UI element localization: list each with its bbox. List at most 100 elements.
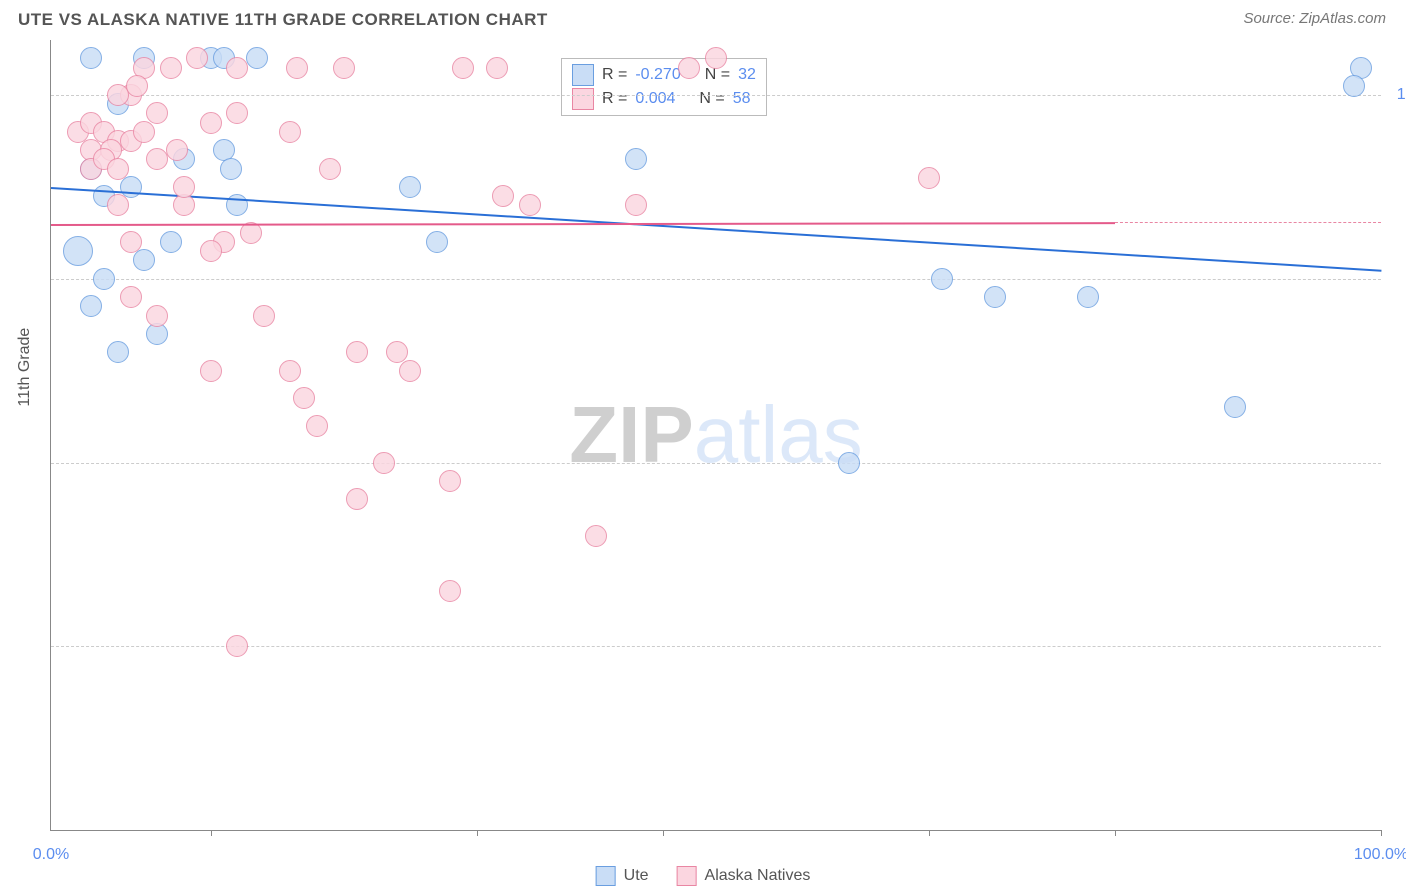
data-point: [200, 112, 222, 134]
data-point: [133, 121, 155, 143]
data-point: [984, 286, 1006, 308]
data-point: [293, 387, 315, 409]
legend-swatch: [596, 866, 616, 886]
data-point: [333, 57, 355, 79]
data-point: [492, 185, 514, 207]
data-point: [120, 176, 142, 198]
y-axis-label: 11th Grade: [16, 328, 34, 407]
legend-label: Alaska Natives: [705, 867, 811, 885]
data-point: [918, 167, 940, 189]
data-point: [166, 139, 188, 161]
stat-value: 32: [738, 66, 756, 84]
x-tick-mark: [1115, 830, 1116, 836]
data-point: [200, 360, 222, 382]
data-point: [226, 102, 248, 124]
data-point: [246, 47, 268, 69]
stat-label: N =: [699, 90, 724, 108]
data-point: [80, 47, 102, 69]
data-point: [426, 231, 448, 253]
data-point: [133, 249, 155, 271]
data-point: [146, 305, 168, 327]
stat-value: -0.270: [635, 66, 680, 84]
stat-value: 58: [733, 90, 751, 108]
legend-stats-box: R = -0.270 N = 32 R = 0.004 N = 58: [561, 58, 767, 116]
data-point: [399, 176, 421, 198]
x-tick-mark: [477, 830, 478, 836]
data-point: [160, 57, 182, 79]
data-point: [107, 194, 129, 216]
data-point: [1224, 396, 1246, 418]
data-point: [286, 57, 308, 79]
data-point: [625, 148, 647, 170]
trend-line: [51, 222, 1115, 226]
x-tick-mark: [663, 830, 664, 836]
legend-label: Ute: [624, 867, 649, 885]
data-point: [63, 236, 93, 266]
data-point: [585, 525, 607, 547]
data-point: [486, 57, 508, 79]
gridline: [51, 279, 1381, 280]
y-tick-label: 100.0%: [1397, 86, 1406, 104]
data-point: [93, 268, 115, 290]
legend-swatch: [572, 64, 594, 86]
legend-stats-row: R = 0.004 N = 58: [572, 87, 756, 111]
data-point: [146, 148, 168, 170]
data-point: [120, 286, 142, 308]
data-point: [120, 231, 142, 253]
watermark: ZIPatlas: [569, 389, 862, 481]
data-point: [399, 360, 421, 382]
data-point: [625, 194, 647, 216]
data-point: [346, 488, 368, 510]
source-label: Source: ZipAtlas.com: [1243, 10, 1386, 27]
data-point: [107, 84, 129, 106]
stat-label: R =: [602, 90, 627, 108]
legend-swatch: [677, 866, 697, 886]
data-point: [931, 268, 953, 290]
data-point: [1077, 286, 1099, 308]
legend-bottom: Ute Alaska Natives: [596, 866, 811, 886]
data-point: [452, 57, 474, 79]
data-point: [319, 158, 341, 180]
scatter-plot: ZIPatlas R =-0.270N =32R =0.004N =58 70.…: [50, 40, 1381, 831]
trend-line: [1115, 222, 1381, 223]
stat-label: R =: [602, 66, 627, 84]
data-point: [253, 305, 275, 327]
x-tick-mark: [929, 830, 930, 836]
data-point: [439, 470, 461, 492]
data-point: [173, 176, 195, 198]
legend-item: Alaska Natives: [677, 866, 811, 886]
data-point: [678, 57, 700, 79]
gridline: [51, 646, 1381, 647]
data-point: [346, 341, 368, 363]
legend-item: Ute: [596, 866, 649, 886]
chart-title: UTE VS ALASKA NATIVE 11TH GRADE CORRELAT…: [18, 10, 548, 30]
gridline: [51, 95, 1381, 96]
data-point: [146, 102, 168, 124]
legend-stats-row: R =-0.270N =32: [572, 63, 756, 87]
data-point: [107, 341, 129, 363]
x-tick-mark: [1381, 830, 1382, 836]
data-point: [705, 47, 727, 69]
data-point: [226, 57, 248, 79]
data-point: [838, 452, 860, 474]
data-point: [1343, 75, 1365, 97]
stat-value: 0.004: [635, 90, 675, 108]
data-point: [126, 75, 148, 97]
x-tick-label: 100.0%: [1354, 846, 1406, 864]
data-point: [373, 452, 395, 474]
data-point: [439, 580, 461, 602]
x-tick-mark: [211, 830, 212, 836]
data-point: [306, 415, 328, 437]
data-point: [519, 194, 541, 216]
data-point: [107, 158, 129, 180]
data-point: [80, 295, 102, 317]
data-point: [160, 231, 182, 253]
data-point: [279, 121, 301, 143]
data-point: [226, 635, 248, 657]
x-tick-label: 0.0%: [33, 846, 69, 864]
gridline: [51, 463, 1381, 464]
legend-swatch: [572, 88, 594, 110]
data-point: [220, 158, 242, 180]
data-point: [200, 240, 222, 262]
data-point: [279, 360, 301, 382]
